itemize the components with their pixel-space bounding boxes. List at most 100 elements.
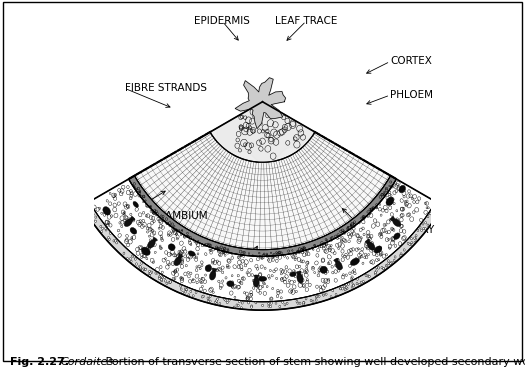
Ellipse shape bbox=[156, 272, 158, 274]
Ellipse shape bbox=[227, 281, 234, 287]
Ellipse shape bbox=[351, 281, 353, 283]
Ellipse shape bbox=[388, 262, 390, 265]
Text: LEAF TRACE: LEAF TRACE bbox=[275, 16, 338, 26]
Ellipse shape bbox=[104, 227, 107, 230]
Ellipse shape bbox=[429, 212, 431, 215]
Ellipse shape bbox=[387, 260, 389, 262]
Ellipse shape bbox=[414, 241, 416, 244]
Ellipse shape bbox=[149, 272, 151, 274]
Ellipse shape bbox=[351, 286, 353, 288]
Ellipse shape bbox=[381, 266, 383, 269]
Ellipse shape bbox=[297, 302, 299, 304]
Ellipse shape bbox=[258, 276, 267, 282]
Ellipse shape bbox=[316, 295, 318, 298]
Ellipse shape bbox=[368, 242, 375, 250]
Wedge shape bbox=[134, 132, 391, 250]
Ellipse shape bbox=[142, 269, 143, 271]
Ellipse shape bbox=[365, 274, 367, 277]
Ellipse shape bbox=[144, 268, 146, 270]
Ellipse shape bbox=[133, 201, 139, 207]
Text: PHLOEM: PHLOEM bbox=[390, 90, 433, 100]
Ellipse shape bbox=[286, 302, 288, 304]
Ellipse shape bbox=[102, 227, 103, 230]
Ellipse shape bbox=[129, 258, 131, 260]
Ellipse shape bbox=[382, 267, 384, 270]
Ellipse shape bbox=[315, 299, 317, 301]
Ellipse shape bbox=[145, 268, 146, 270]
Ellipse shape bbox=[236, 304, 238, 306]
Ellipse shape bbox=[149, 274, 150, 277]
Ellipse shape bbox=[188, 251, 195, 256]
Ellipse shape bbox=[134, 256, 135, 258]
Ellipse shape bbox=[180, 288, 182, 290]
Ellipse shape bbox=[340, 287, 341, 290]
Ellipse shape bbox=[415, 238, 417, 240]
Ellipse shape bbox=[362, 280, 364, 283]
Text: FIBRE STRANDS: FIBRE STRANDS bbox=[124, 83, 207, 93]
Ellipse shape bbox=[188, 294, 190, 296]
Ellipse shape bbox=[344, 288, 346, 291]
Wedge shape bbox=[254, 275, 259, 282]
Ellipse shape bbox=[332, 290, 334, 292]
Ellipse shape bbox=[374, 271, 376, 274]
Ellipse shape bbox=[421, 229, 423, 231]
Ellipse shape bbox=[408, 243, 411, 245]
Wedge shape bbox=[365, 239, 371, 246]
Ellipse shape bbox=[161, 280, 163, 282]
Ellipse shape bbox=[348, 283, 350, 285]
Ellipse shape bbox=[386, 197, 394, 206]
Ellipse shape bbox=[216, 298, 218, 300]
Ellipse shape bbox=[169, 282, 170, 284]
Ellipse shape bbox=[209, 295, 211, 298]
Ellipse shape bbox=[358, 283, 360, 286]
Ellipse shape bbox=[164, 280, 166, 282]
Ellipse shape bbox=[325, 293, 327, 295]
Ellipse shape bbox=[105, 229, 107, 231]
Ellipse shape bbox=[161, 278, 162, 281]
Ellipse shape bbox=[345, 286, 347, 289]
Ellipse shape bbox=[281, 301, 284, 303]
Ellipse shape bbox=[393, 219, 401, 227]
Ellipse shape bbox=[320, 266, 328, 274]
Ellipse shape bbox=[92, 213, 94, 215]
Wedge shape bbox=[128, 216, 135, 223]
Ellipse shape bbox=[427, 224, 429, 227]
Ellipse shape bbox=[151, 271, 153, 274]
Ellipse shape bbox=[322, 293, 324, 295]
Ellipse shape bbox=[130, 228, 136, 234]
Ellipse shape bbox=[335, 293, 337, 296]
Ellipse shape bbox=[403, 249, 405, 251]
Ellipse shape bbox=[205, 265, 212, 272]
Ellipse shape bbox=[180, 285, 182, 287]
Ellipse shape bbox=[414, 237, 415, 239]
Ellipse shape bbox=[95, 216, 97, 218]
Ellipse shape bbox=[248, 302, 249, 304]
Ellipse shape bbox=[367, 275, 369, 277]
Ellipse shape bbox=[224, 298, 226, 301]
Ellipse shape bbox=[233, 306, 235, 308]
Ellipse shape bbox=[186, 288, 187, 291]
Wedge shape bbox=[82, 202, 443, 310]
Wedge shape bbox=[296, 271, 301, 278]
Ellipse shape bbox=[383, 267, 385, 270]
Ellipse shape bbox=[284, 304, 286, 306]
Ellipse shape bbox=[124, 219, 132, 227]
Ellipse shape bbox=[394, 256, 396, 258]
Ellipse shape bbox=[108, 236, 109, 239]
Ellipse shape bbox=[195, 291, 197, 294]
Ellipse shape bbox=[253, 278, 259, 287]
Ellipse shape bbox=[89, 209, 91, 211]
Ellipse shape bbox=[190, 290, 192, 293]
Ellipse shape bbox=[356, 282, 358, 285]
Ellipse shape bbox=[192, 295, 194, 297]
Ellipse shape bbox=[410, 243, 412, 246]
Ellipse shape bbox=[182, 291, 184, 294]
Ellipse shape bbox=[305, 298, 307, 300]
Ellipse shape bbox=[435, 206, 437, 208]
Ellipse shape bbox=[101, 230, 103, 233]
Ellipse shape bbox=[140, 266, 141, 268]
Text: CORTEX: CORTEX bbox=[390, 57, 432, 66]
Ellipse shape bbox=[411, 241, 413, 244]
Ellipse shape bbox=[275, 302, 277, 304]
Wedge shape bbox=[89, 179, 436, 302]
